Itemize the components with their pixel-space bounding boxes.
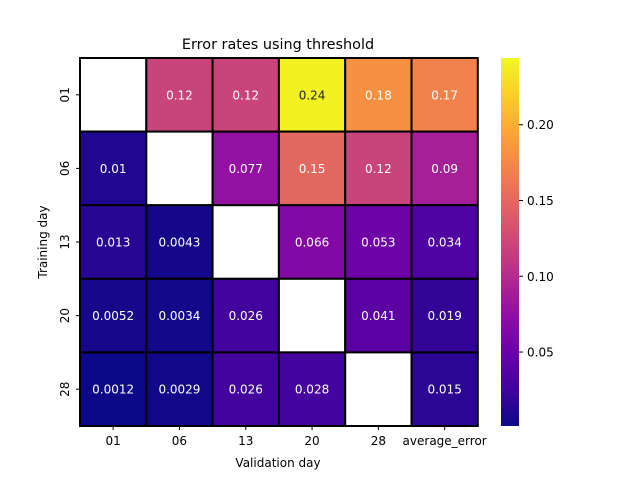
cell-value-label: 0.12 [232, 88, 259, 102]
x-tick-label: 28 [371, 434, 386, 448]
heatmap-cell [145, 351, 214, 427]
cell-value-label: 0.066 [295, 236, 329, 250]
x-tick-label: 13 [238, 434, 253, 448]
heatmap-cell [211, 204, 280, 280]
cell-value-label: 0.0052 [92, 309, 134, 323]
cell-value-label: 0.053 [361, 236, 395, 250]
heatmap-cell [277, 130, 347, 207]
y-tick-label: 20 [58, 308, 72, 323]
heatmap-cell [79, 57, 148, 133]
heatmap-cell [277, 277, 347, 354]
cell-value-label: 0.034 [427, 236, 461, 250]
cell-value-label: 0.015 [427, 383, 461, 397]
colorbar-gradient [501, 58, 519, 426]
cell-value-label: 0.026 [229, 309, 263, 323]
cell-value-label: 0.019 [427, 309, 461, 323]
cell-value-label: 0.0012 [92, 383, 134, 397]
cell-value-label: 0.0029 [158, 383, 200, 397]
cell-value-label: 0.12 [365, 162, 392, 176]
y-axis-label: Training day [36, 205, 50, 279]
x-tick-label: 06 [172, 434, 187, 448]
y-tick-label: 06 [58, 161, 72, 176]
cell-value-label: 0.026 [229, 383, 263, 397]
cell-value-label: 0.077 [229, 162, 263, 176]
cell-value-label: 0.17 [431, 88, 458, 102]
cell-value-label: 0.12 [166, 88, 193, 102]
cell-value-label: 0.013 [96, 236, 130, 250]
heatmap-cell [410, 130, 479, 207]
cell-value-label: 0.028 [295, 383, 329, 397]
y-tick-label: 28 [58, 382, 72, 397]
cell-value-label: 0.15 [299, 162, 326, 176]
x-tick-label: average_error [403, 434, 487, 448]
cell-value-label: 0.24 [299, 88, 326, 102]
y-tick-label: 01 [58, 87, 72, 102]
cell-value-label: 0.041 [361, 309, 395, 323]
colorbar-tick-label: 0.05 [527, 346, 554, 360]
cell-annotations: 0.12 0.12 0.24 0.18 0.17 0.01 0.077 0.15 0.12 0.0… [92, 88, 462, 396]
cell-value-label: 0.0043 [158, 236, 200, 250]
cell-value-label: 0.09 [431, 162, 458, 176]
x-tick-label: 01 [106, 434, 121, 448]
heatmap-cell [344, 351, 413, 427]
heatmap-cell [410, 277, 479, 354]
x-tick-label: 20 [304, 434, 319, 448]
chart-title: Error rates using threshold [182, 37, 374, 53]
cell-value-label: 0.01 [100, 162, 127, 176]
heatmap-cell [344, 204, 413, 280]
x-axis-label: Validation day [235, 456, 320, 470]
x-axis: 01 06 13 20 28 average_error [106, 426, 487, 448]
heatmap-cell [145, 204, 214, 280]
heatmap-cell [211, 57, 280, 133]
heatmap-cell [145, 57, 214, 133]
colorbar: 0.05 0.10 0.15 0.20 [501, 58, 554, 426]
heatmap-cell [145, 130, 214, 207]
heatmap-cells [79, 57, 479, 427]
y-tick-label: 13 [58, 234, 72, 249]
heatmap-cell [344, 277, 413, 354]
heatmap-cell [145, 277, 214, 354]
cell-value-label: 0.0034 [158, 309, 200, 323]
colorbar-tick-label: 0.15 [527, 194, 554, 208]
colorbar-tick-label: 0.10 [527, 270, 554, 284]
heatmap-cell [211, 277, 280, 354]
cell-value-label: 0.18 [365, 88, 392, 102]
y-axis: 01 06 13 20 28 [58, 87, 80, 397]
colorbar-tick-label: 0.20 [527, 118, 554, 132]
heatmap-cell [211, 351, 280, 427]
